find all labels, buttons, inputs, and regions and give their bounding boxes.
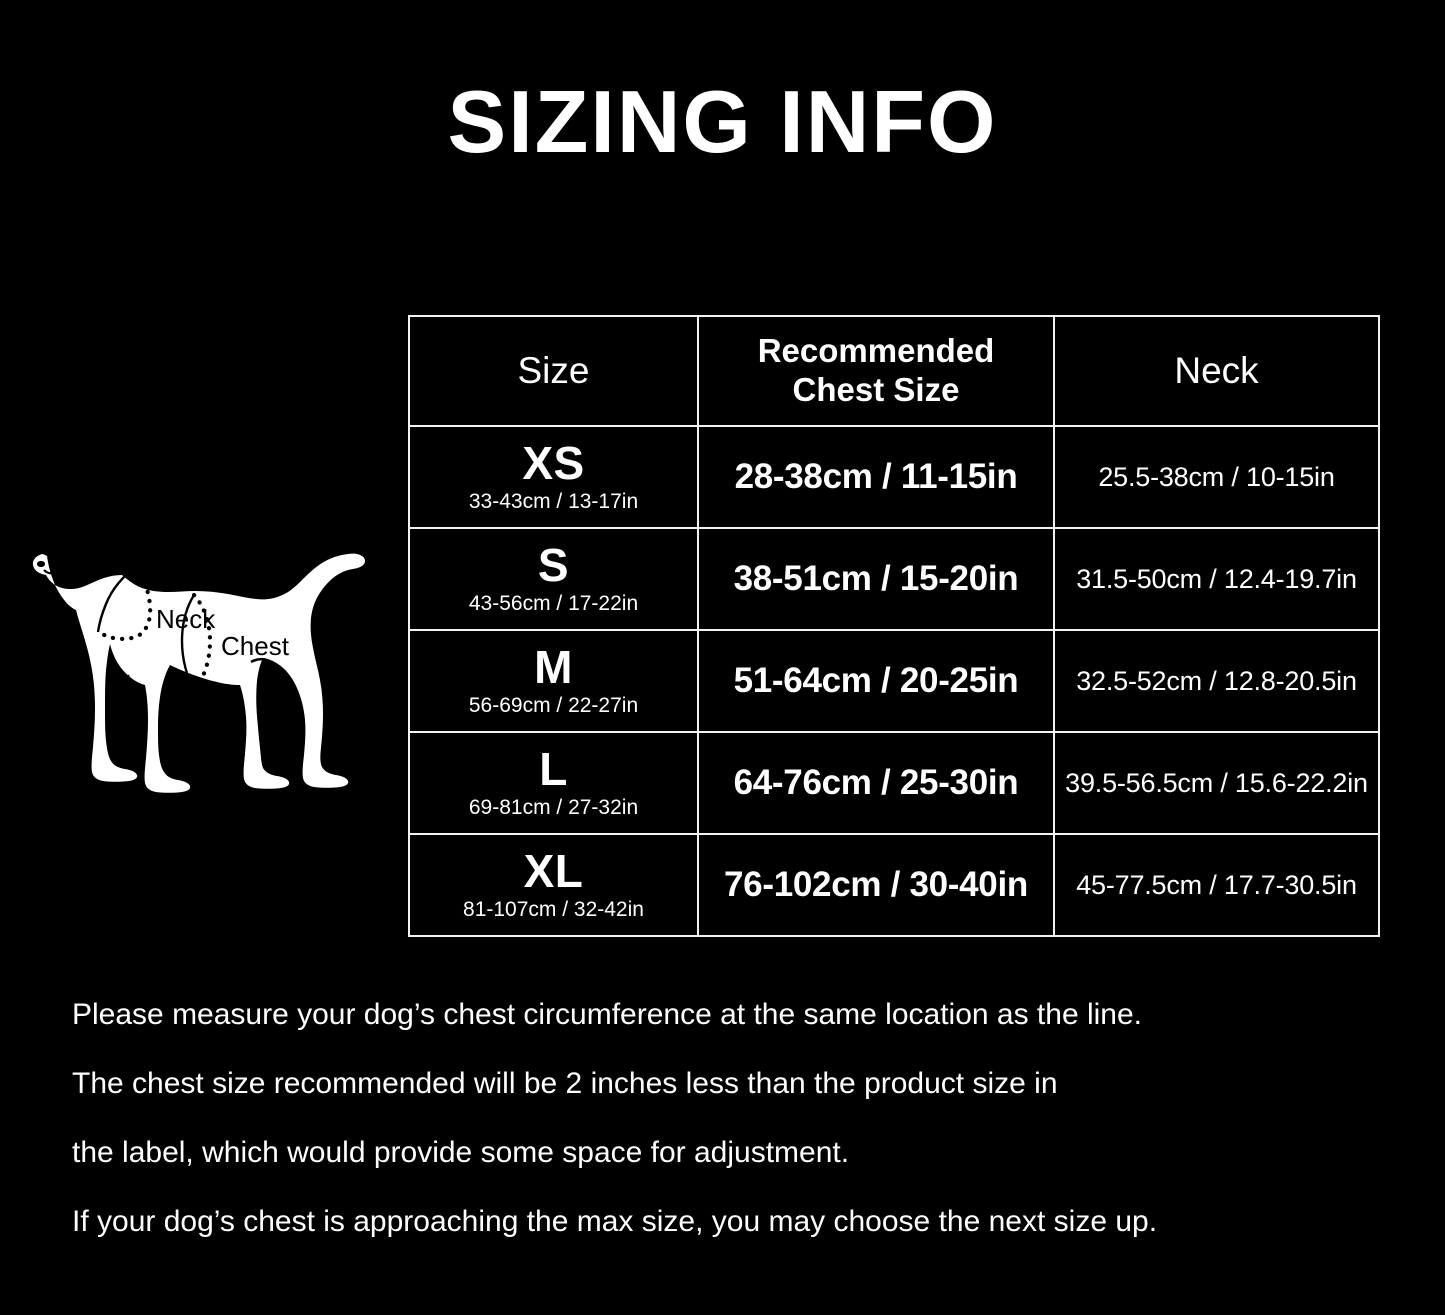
column-header-size-label: Size: [517, 350, 590, 392]
cell-size: S 43-56cm / 17-22in: [408, 527, 699, 631]
note-line: Please measure your dog’s chest circumfe…: [72, 998, 1143, 1031]
dog-ear-outline: [90, 532, 121, 576]
cell-size: L 69-81cm / 27-32in: [408, 731, 699, 835]
cell-chest: 76-102cm / 30-40in: [697, 833, 1055, 937]
dog-foreleg-line: [126, 674, 138, 769]
note-line: If your dog’s chest is approaching the m…: [72, 1205, 1158, 1238]
table-header: Size Recommended Chest Size Neck: [408, 315, 1380, 427]
neck-measure-dotted-arc: [95, 564, 153, 641]
note-line: the label, which would provide some spac…: [72, 1136, 850, 1169]
dog-mouth-line: [43, 569, 56, 575]
table-row: XL 81-107cm / 32-42in 76-102cm / 30-40in…: [408, 833, 1380, 937]
cell-neck: 25.5-38cm / 10-15in: [1053, 425, 1380, 529]
cell-chest: 28-38cm / 11-15in: [697, 425, 1055, 529]
cell-size: XL 81-107cm / 32-42in: [408, 833, 699, 937]
size-range: 43-56cm / 17-22in: [468, 591, 639, 615]
chest-measure-solid-arc: [180, 594, 196, 690]
cell-chest: 38-51cm / 15-20in: [697, 527, 1055, 631]
dog-hindleg-line: [273, 671, 282, 763]
cell-size: XS 33-43cm / 13-17in: [408, 425, 699, 529]
sizing-table: Size Recommended Chest Size Neck XS 33-4…: [408, 315, 1380, 937]
cell-neck: 32.5-52cm / 12.8-20.5in: [1053, 629, 1380, 733]
size-name: XS: [522, 436, 585, 489]
table-row: M 56-69cm / 22-27in 51-64cm / 20-25in 32…: [408, 629, 1380, 733]
table-header-row: Size Recommended Chest Size Neck: [408, 315, 1380, 427]
table-body: XS 33-43cm / 13-17in 28-38cm / 11-15in 2…: [408, 425, 1380, 937]
size-name: L: [539, 742, 568, 795]
neck-label: Neck: [156, 604, 216, 634]
table-row: S 43-56cm / 17-22in 38-51cm / 15-20in 31…: [408, 527, 1380, 631]
size-range: 33-43cm / 13-17in: [468, 489, 639, 513]
column-header-size: Size: [408, 315, 699, 427]
dog-body-shape: [32, 553, 366, 793]
size-range: 81-107cm / 32-42in: [463, 897, 644, 921]
column-header-chest-line1: Recommended: [757, 332, 995, 370]
chest-label: Chest: [221, 631, 290, 661]
measurement-notes: Please measure your dog’s chest circumfe…: [72, 1000, 1372, 1237]
cell-neck: 45-77.5cm / 17.7-30.5in: [1053, 833, 1380, 937]
dog-eye-icon: [70, 533, 80, 544]
cell-chest: 64-76cm / 25-30in: [697, 731, 1055, 835]
column-header-neck-label: Neck: [1174, 350, 1259, 392]
note-line: The chest size recommended will be 2 inc…: [72, 1067, 1058, 1100]
dog-nose-icon: [37, 561, 45, 567]
neck-measure-solid-arc: [96, 566, 137, 633]
table-row: XS 33-43cm / 13-17in 28-38cm / 11-15in 2…: [408, 425, 1380, 529]
cell-neck: 31.5-50cm / 12.4-19.7in: [1053, 527, 1380, 631]
dog-silhouette-svg: Neck Chest: [32, 532, 366, 793]
size-name: S: [537, 538, 570, 591]
size-name: XL: [523, 844, 584, 897]
column-header-neck: Neck: [1053, 315, 1380, 427]
table-row: L 69-81cm / 27-32in 64-76cm / 25-30in 39…: [408, 731, 1380, 835]
column-header-chest: Recommended Chest Size: [697, 315, 1055, 427]
size-range: 69-81cm / 27-32in: [468, 795, 639, 819]
size-name: M: [534, 640, 573, 693]
size-range: 56-69cm / 22-27in: [468, 693, 639, 717]
dog-measurement-illustration: Neck Chest: [22, 492, 404, 822]
cell-chest: 51-64cm / 20-25in: [697, 629, 1055, 733]
cell-size: M 56-69cm / 22-27in: [408, 629, 699, 733]
dog-haunch-line: [250, 657, 273, 665]
page-title: SIZING INFO: [447, 72, 998, 171]
column-header-chest-line2: Chest Size: [792, 371, 960, 408]
cell-neck: 39.5-56.5cm / 15.6-22.2in: [1053, 731, 1380, 835]
